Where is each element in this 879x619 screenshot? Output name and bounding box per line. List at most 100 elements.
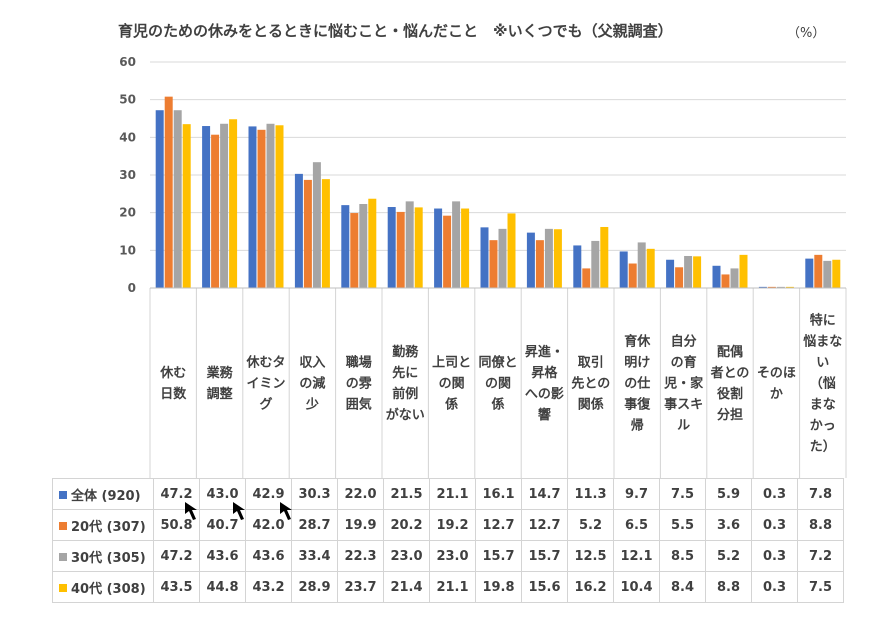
x-category-label: の関 xyxy=(485,377,511,392)
bar xyxy=(182,124,191,289)
x-category-label: 休む xyxy=(159,365,186,381)
legend-entry: 全体 (920) xyxy=(52,478,154,510)
bar xyxy=(591,240,600,288)
table-cell: 33.4 xyxy=(291,540,338,572)
bar xyxy=(275,125,284,288)
table-cell: 0.3 xyxy=(751,571,798,603)
bar xyxy=(684,255,693,288)
bar xyxy=(573,245,582,288)
y-tick-label: 20 xyxy=(119,206,136,220)
x-category-label: の減 xyxy=(299,376,325,392)
table-cell: 23.0 xyxy=(383,540,430,572)
y-tick-label: 30 xyxy=(119,168,136,182)
bar xyxy=(758,286,767,288)
bar xyxy=(211,134,220,288)
bar xyxy=(785,286,794,288)
legend-label: 40代 (308) xyxy=(71,581,146,597)
legend-label: 全体 (920) xyxy=(71,488,141,504)
bar xyxy=(776,286,785,288)
bar xyxy=(359,204,368,288)
table-cell: 19.2 xyxy=(429,509,476,541)
table-cell: 21.5 xyxy=(383,478,430,510)
bar xyxy=(805,258,814,288)
table-cell: 16.2 xyxy=(567,571,614,603)
bar xyxy=(173,110,182,288)
bar xyxy=(434,208,443,288)
x-category-label: 関係 xyxy=(578,397,604,413)
bar xyxy=(480,227,489,288)
table-cell: 5.9 xyxy=(705,478,752,510)
bar xyxy=(312,162,321,288)
bar xyxy=(628,263,637,288)
table-cell: 23.0 xyxy=(429,540,476,572)
x-category-label: 収入 xyxy=(299,356,325,371)
cursor-arrow-icon xyxy=(280,502,292,520)
x-category-label: か xyxy=(770,387,783,402)
legend-key xyxy=(59,521,67,530)
table-cell: 5.5 xyxy=(659,509,706,541)
x-category-label: （悩 xyxy=(810,376,836,392)
bar xyxy=(498,228,507,288)
x-category-label: 特に xyxy=(810,313,836,329)
x-category-label: 事スキ xyxy=(664,397,703,413)
data-table: 全体 (920) 47.2 43.0 42.9 30.3 22.0 21.5 21.1 16.1… xyxy=(52,478,844,603)
cursor-arrow-icon xyxy=(185,502,197,520)
x-category-label: 響 xyxy=(538,407,551,423)
table-cell: 5.2 xyxy=(567,509,614,541)
bar xyxy=(202,126,211,289)
bar xyxy=(405,201,414,288)
table-cell: 7.5 xyxy=(659,478,706,510)
y-tick-label: 40 xyxy=(119,130,136,144)
table-cell: 7.5 xyxy=(797,571,844,603)
x-category-label: 児・家 xyxy=(663,376,704,392)
table-cell: 0.3 xyxy=(751,509,798,541)
table-cell: 7.2 xyxy=(797,540,844,572)
x-category-label: への影 xyxy=(525,386,564,402)
table-cell: 12.7 xyxy=(521,509,568,541)
x-category-label: 昇格 xyxy=(531,365,558,381)
bar xyxy=(414,207,423,288)
table-row: 全体 (920) 47.2 43.0 42.9 30.3 22.0 21.5 21.1 16.1… xyxy=(52,478,844,510)
bar xyxy=(721,274,730,288)
bar xyxy=(823,260,832,288)
table-cell: 22.0 xyxy=(337,478,384,510)
table-cell: 12.5 xyxy=(567,540,614,572)
table-cell: 8.4 xyxy=(659,571,706,603)
x-category-label: の雰 xyxy=(346,376,373,392)
x-category-label: の仕 xyxy=(624,376,650,392)
x-category-label: 上司と xyxy=(432,356,471,371)
legend-entry: 40代 (308) xyxy=(52,571,154,603)
legend-key xyxy=(59,583,67,592)
x-category-label: 役割 xyxy=(717,386,743,402)
table-cell: 43.2 xyxy=(245,571,292,603)
bar xyxy=(526,232,535,288)
bar xyxy=(637,242,646,288)
table-cell: 22.3 xyxy=(337,540,384,572)
table-cell: 0.3 xyxy=(751,540,798,572)
table-cell: 8.8 xyxy=(705,571,752,603)
x-category-label: グ xyxy=(259,397,272,413)
table-cell: 28.9 xyxy=(291,571,338,603)
x-category-label: 者との xyxy=(710,365,750,381)
bar xyxy=(646,248,655,288)
bar xyxy=(257,129,266,288)
table-cell: 21.1 xyxy=(429,478,476,510)
bar xyxy=(387,207,396,288)
x-category-label: そのほ xyxy=(757,366,796,381)
bar xyxy=(489,240,498,288)
x-category-label: イミン xyxy=(246,377,285,392)
x-category-label: 先に xyxy=(392,365,418,381)
x-category-label: 職場 xyxy=(346,355,372,371)
table-cell: 9.7 xyxy=(613,478,660,510)
table-cell: 21.1 xyxy=(429,571,476,603)
bar xyxy=(396,211,405,288)
legend-key xyxy=(59,552,67,561)
bar xyxy=(294,173,303,288)
x-category-label: 調整 xyxy=(207,386,234,402)
table-cell: 19.8 xyxy=(475,571,522,603)
bar xyxy=(767,286,776,288)
table-cell: 3.6 xyxy=(705,509,752,541)
x-category-label: 係 xyxy=(491,397,504,413)
table-cell: 11.3 xyxy=(567,478,614,510)
bar xyxy=(693,256,702,288)
